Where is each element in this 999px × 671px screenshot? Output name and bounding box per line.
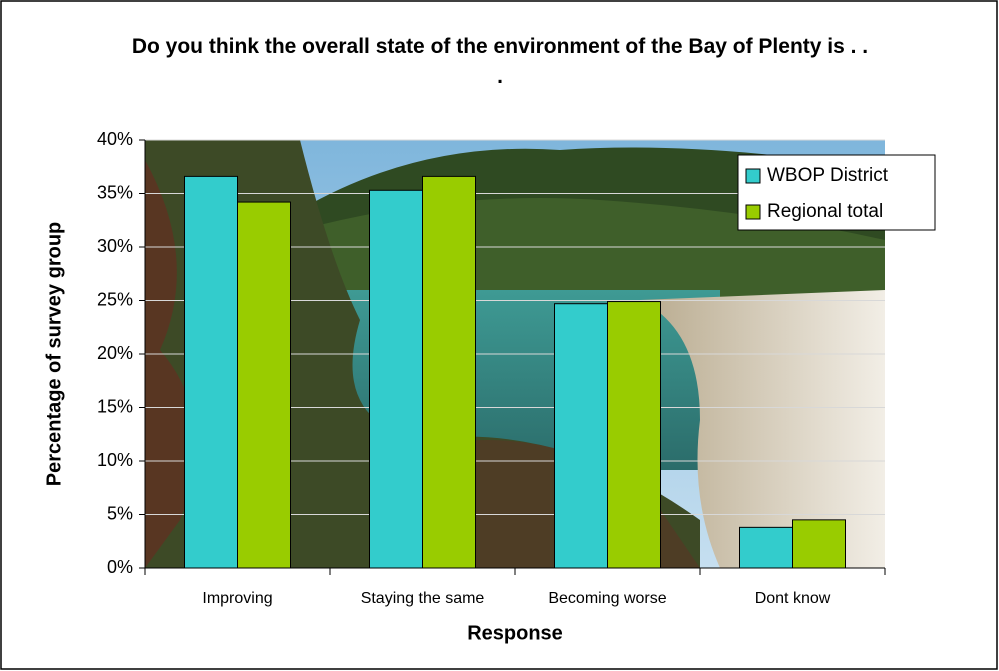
legend-swatch (745, 168, 761, 184)
x-axis-title: Response (467, 622, 563, 644)
x-tick-label: Dont know (755, 590, 831, 607)
bar (422, 175, 476, 569)
bar (237, 201, 291, 569)
bar (554, 303, 608, 569)
y-tick-label: 20% (97, 343, 133, 363)
y-tick-label: 5% (107, 503, 133, 523)
legend-box (737, 154, 936, 231)
y-tick-label: 15% (97, 396, 133, 416)
legend-label: WBOP District (767, 165, 889, 186)
bar (184, 175, 238, 569)
y-tick-label: 0% (107, 557, 133, 577)
y-axis-title: Percentage of survey group (43, 222, 65, 487)
y-tick-label: 25% (97, 289, 133, 309)
bar (607, 301, 661, 569)
x-tick-label: Staying the same (361, 590, 485, 607)
legend-swatch (745, 204, 761, 220)
x-tick-label: Becoming worse (548, 590, 666, 607)
y-tick-label: 40% (97, 129, 133, 149)
legend-label: Regional total (767, 201, 883, 222)
bar (369, 189, 423, 569)
y-tick-label: 30% (97, 236, 133, 256)
x-tick-label: Improving (202, 590, 272, 607)
bars (184, 175, 846, 569)
y-tick-label: 10% (97, 450, 133, 470)
bar (739, 526, 793, 569)
chart-title: Do you think the overall state of the en… (131, 35, 869, 88)
bar (792, 519, 846, 569)
y-tick-label: 35% (97, 182, 133, 202)
